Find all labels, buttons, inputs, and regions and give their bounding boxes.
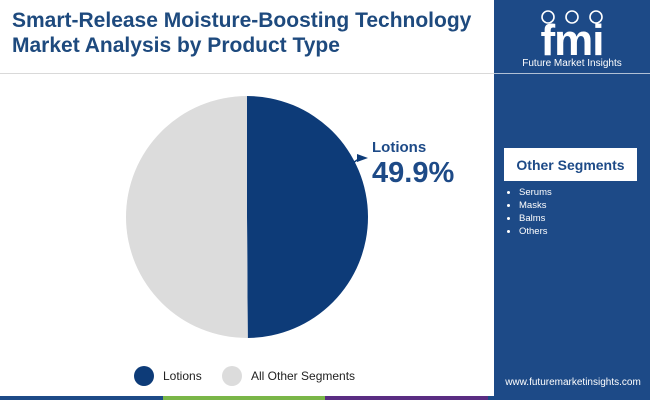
- bottom-bar-segment-2: [162, 396, 325, 400]
- legend-label-lotions: Lotions: [163, 369, 202, 383]
- bottom-color-bar: [0, 396, 650, 400]
- header-divider: [0, 73, 494, 74]
- logo-wordmark: fmi: [541, 16, 604, 65]
- bottom-bar-segment-1: [0, 396, 163, 400]
- pie-chart: [125, 96, 368, 338]
- website-url[interactable]: www.futuremarketinsights.com: [505, 377, 641, 388]
- logo-user-icon: [589, 10, 603, 24]
- pie-slice-all-other-segments: [125, 96, 248, 338]
- legend-swatch-lotions: [134, 366, 154, 386]
- segment-item-balms: Balms: [504, 212, 552, 225]
- bottom-bar-segment-3: [325, 396, 488, 400]
- title-line-1: Smart-Release Moisture-Boosting Technolo…: [12, 9, 472, 32]
- other-segments-heading: Other Segments: [504, 148, 637, 181]
- sidebar: fmi Future Market Insights Other Segment…: [494, 0, 650, 400]
- segment-item-others: Others: [504, 225, 552, 238]
- legend-item-all-other-segments: All Other Segments: [222, 365, 355, 387]
- fmi-logo: fmi: [541, 10, 605, 65]
- segment-item-serums: Serums: [504, 186, 552, 199]
- callout-arrow-head: [357, 154, 368, 162]
- chart-title: Smart-Release Moisture-Boosting Technolo…: [12, 8, 482, 58]
- pie-slice-lotions: [247, 96, 368, 338]
- logo-chart-icon: [565, 10, 579, 24]
- bottom-bar-segment-4: [487, 396, 650, 400]
- callout-label: Lotions: [372, 139, 427, 156]
- logo-globe-icon: [541, 10, 555, 24]
- legend-swatch-all-other-segments: [222, 366, 242, 386]
- other-segments-list: Serums Masks Balms Others: [504, 186, 552, 238]
- legend-item-lotions: Lotions: [134, 365, 202, 387]
- legend-label-all-other-segments: All Other Segments: [251, 369, 356, 383]
- brand-name: Future Market Insights: [522, 58, 622, 69]
- title-line-2: Market Analysis by Product Type: [12, 34, 340, 57]
- callout-value: 49.9%: [372, 157, 455, 189]
- sidebar-divider: [494, 73, 650, 74]
- segment-item-masks: Masks: [504, 199, 552, 212]
